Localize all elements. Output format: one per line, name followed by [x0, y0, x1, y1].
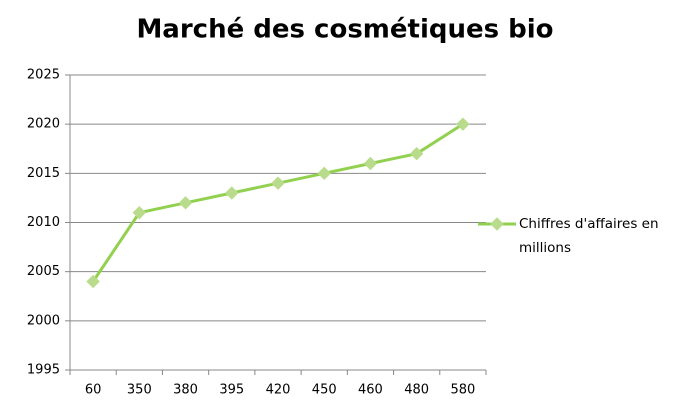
chart-title: Marché des cosmétiques bio	[136, 15, 553, 45]
x-tick-label: 580	[450, 383, 475, 398]
data-marker	[456, 117, 470, 131]
y-tick-label: 2010	[27, 215, 60, 230]
data-marker	[317, 166, 331, 181]
x-tick-label: 450	[312, 383, 337, 398]
data-marker	[132, 205, 147, 220]
legend-marker	[490, 217, 504, 231]
legend-label: Chiffres d'affaires en millions	[519, 216, 659, 256]
x-tick-label: 395	[219, 383, 244, 398]
y-tick-label: 2005	[27, 264, 60, 279]
y-tick-label: 1995	[27, 363, 60, 378]
y-tick-label: 2020	[27, 117, 60, 132]
x-tick-label: 460	[358, 383, 383, 398]
y-tick-label: 2025	[27, 68, 60, 83]
data-marker	[409, 146, 424, 161]
data-marker	[363, 156, 378, 171]
data-marker	[225, 186, 239, 200]
x-tick-label: 60	[85, 383, 102, 398]
y-tick-label: 2015	[27, 166, 60, 181]
data-marker	[86, 274, 100, 289]
x-tick-label: 350	[127, 383, 152, 398]
data-marker	[178, 196, 193, 210]
data-line	[91, 122, 464, 283]
data-marker	[271, 176, 285, 190]
x-tick-label: 420	[266, 383, 291, 398]
x-tick-label: 380	[173, 383, 198, 398]
x-tick-label: 480	[404, 383, 429, 398]
y-tick-label: 2000	[27, 313, 60, 328]
